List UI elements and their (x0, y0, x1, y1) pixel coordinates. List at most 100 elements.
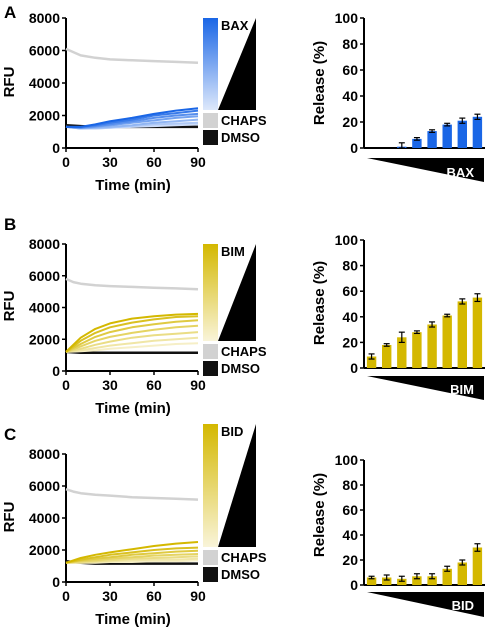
release-y-axis-label-c: Release (%) (311, 473, 328, 557)
error-bar (398, 331, 405, 343)
release-bar (457, 562, 467, 585)
release-bars-b (366, 293, 483, 368)
release-bar (397, 337, 407, 368)
legend-swatch-chaps-b (203, 344, 218, 359)
legend-swatch-dmso-b (203, 361, 218, 376)
y-tick-label: 0 (350, 577, 358, 593)
release-bar (412, 576, 422, 586)
y-tick-label: 60 (342, 283, 358, 299)
error-bar (413, 330, 420, 335)
panel-letter-c: C (4, 425, 16, 444)
y-tick-label: 80 (342, 477, 358, 493)
series-bim-5 (65, 319, 199, 353)
y-tick-label: 40 (342, 309, 358, 325)
error-bar (474, 113, 481, 121)
legend-b: BIM CHAPS DMSO (203, 244, 267, 376)
kinetics-x-axis-label-b: Time (min) (95, 400, 171, 417)
kinetics-lines-c (65, 488, 199, 565)
y-tick-label: 2000 (29, 542, 60, 558)
error-bar (413, 573, 420, 580)
y-tick-label: 60 (342, 62, 358, 78)
legend-label-chaps-b: CHAPS (221, 344, 267, 359)
release-wedge-c (367, 592, 484, 617)
y-tick-label: 80 (342, 36, 358, 52)
series-chaps (65, 47, 199, 64)
release-bar (442, 568, 452, 586)
y-tick-label: 100 (335, 232, 359, 248)
kinetics-axes-a: 0 2000 4000 6000 8000 0 30 60 90 (29, 10, 206, 170)
x-tick-label: 60 (146, 377, 162, 393)
y-tick-label: 4000 (29, 510, 60, 526)
y-tick-label: 8000 (29, 446, 60, 462)
error-bar (444, 122, 451, 127)
release-bar (427, 324, 437, 368)
release-bar (366, 356, 377, 368)
kinetics-x-axis-label-a: Time (min) (95, 177, 171, 194)
error-bar (474, 543, 481, 552)
legend-label-chaps-a: CHAPS (221, 113, 267, 128)
error-bar (413, 137, 420, 141)
legend-swatch-chaps-c (203, 550, 218, 565)
x-tick-label: 30 (102, 588, 118, 604)
error-bar (398, 142, 405, 149)
panel-letter-b: B (4, 215, 16, 234)
legend-label-bax: BAX (221, 18, 249, 33)
release-bar (472, 297, 483, 368)
x-tick-label: 30 (102, 154, 118, 170)
release-bar (366, 577, 377, 585)
error-bar (444, 565, 451, 572)
release-bar (382, 577, 392, 585)
y-tick-label: 4000 (29, 75, 60, 91)
series-bim-1 (65, 342, 199, 353)
kinetics-lines-b (65, 277, 199, 354)
y-tick-label: 100 (335, 10, 359, 26)
legend-swatch-dmso-c (203, 567, 218, 582)
x-tick-label: 60 (146, 154, 162, 170)
y-tick-label: 20 (342, 552, 358, 568)
series-bim-4 (65, 324, 199, 353)
legend-swatch-chaps-a (203, 113, 218, 128)
release-wedge-a (367, 158, 484, 182)
legend-label-dmso-a: DMSO (221, 130, 260, 145)
release-wedge-b (367, 376, 484, 400)
release-bar (427, 131, 437, 148)
y-tick-label: 60 (342, 502, 358, 518)
release-bar (442, 315, 452, 368)
legend-gradient-c (203, 424, 218, 547)
kinetics-x-axis-label-c: Time (min) (95, 611, 171, 628)
y-tick-label: 80 (342, 258, 358, 274)
release-wedge-label-c: BID (452, 598, 474, 613)
kinetics-y-axis-label-a: RFU (1, 67, 18, 98)
release-wedge-label-b: BIM (450, 382, 474, 397)
release-bars-a (397, 113, 483, 149)
error-bar (368, 575, 375, 580)
y-tick-label: 8000 (29, 236, 60, 252)
error-bar (459, 559, 466, 566)
series-bim-3 (65, 331, 199, 353)
release-y-axis-label-a: Release (%) (311, 41, 328, 125)
legend-swatch-dmso-a (203, 130, 218, 145)
error-bar (474, 293, 481, 303)
y-tick-label: 20 (342, 334, 358, 350)
legend-wedge-a (218, 18, 256, 110)
release-axes-a: 0 20 40 60 80 100 (335, 10, 485, 156)
y-tick-label: 0 (350, 360, 358, 376)
release-chart-c: 0 20 40 60 80 100 BID Release (%) (311, 452, 485, 617)
x-tick-label: 30 (102, 377, 118, 393)
x-tick-label: 90 (190, 154, 206, 170)
y-tick-label: 6000 (29, 43, 60, 59)
y-tick-label: 0 (52, 574, 60, 590)
series-chaps (65, 488, 199, 501)
x-tick-label: 0 (62, 588, 70, 604)
legend-label-dmso-c: DMSO (221, 567, 260, 582)
error-bar (429, 573, 436, 580)
release-y-axis-label-b: Release (%) (311, 261, 328, 345)
kinetics-chart-b: 0 2000 4000 6000 8000 0 30 60 90 RFU Time (min) (1, 236, 206, 417)
y-tick-label: 2000 (29, 331, 60, 347)
legend-gradient-a (203, 18, 218, 110)
release-bar (457, 120, 467, 148)
legend-label-chaps-c: CHAPS (221, 550, 267, 565)
kinetics-axes-b: 0 2000 4000 6000 8000 0 30 60 90 (29, 236, 206, 393)
x-tick-label: 90 (190, 588, 206, 604)
y-tick-label: 0 (52, 140, 60, 156)
